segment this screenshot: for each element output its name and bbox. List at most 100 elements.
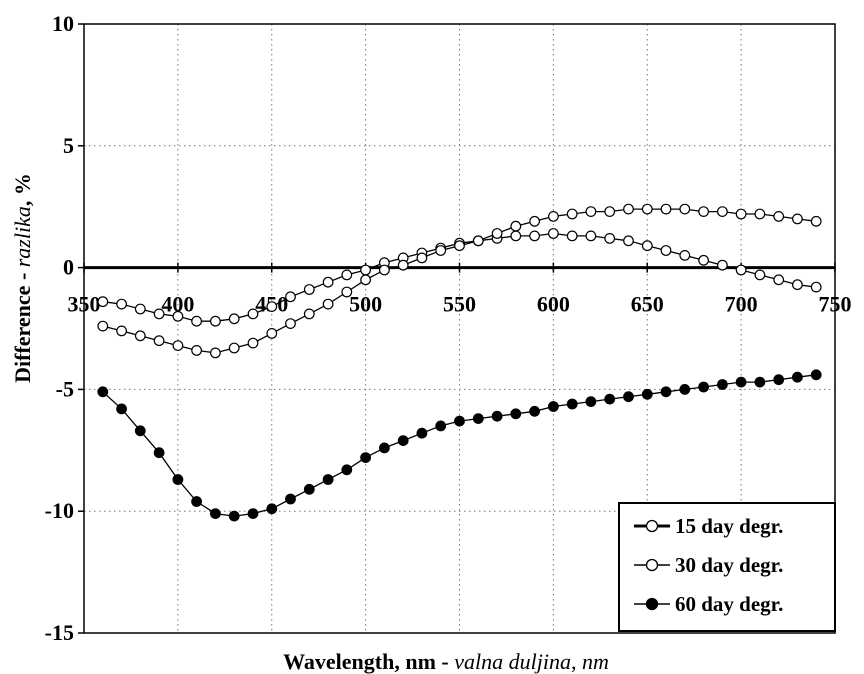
data-point (735, 208, 747, 220)
data-point (228, 313, 240, 325)
legend-label: 60 day degr. (675, 592, 783, 616)
data-point (641, 388, 653, 400)
data-point (566, 398, 578, 410)
data-point (623, 235, 634, 247)
series-60-day-degr (97, 369, 822, 522)
y-axis-title-italic: razlika (10, 206, 35, 267)
data-point (134, 425, 146, 437)
data-point (134, 330, 146, 342)
y-tick-label: -10 (45, 498, 74, 523)
data-point (341, 464, 353, 476)
data-point (641, 240, 653, 252)
data-point (416, 252, 428, 264)
data-point (548, 210, 559, 222)
data-point (228, 510, 240, 522)
data-point (472, 235, 484, 247)
data-point (735, 264, 747, 276)
data-point (623, 391, 634, 403)
data-point (397, 435, 409, 447)
data-point (810, 281, 822, 293)
data-point (153, 335, 165, 347)
data-point (322, 276, 334, 288)
data-point (172, 474, 184, 485)
data-point (191, 496, 203, 507)
data-point (641, 203, 653, 215)
data-point (435, 420, 447, 432)
x-tick-label: 350 (68, 292, 101, 317)
data-point (604, 232, 616, 244)
data-point (116, 298, 127, 310)
data-point (773, 210, 785, 222)
legend-item-60-day-degr: 60 day degr. (634, 592, 783, 616)
data-point (754, 208, 766, 220)
data-point (529, 405, 540, 417)
data-point (585, 230, 597, 242)
data-point (454, 240, 465, 252)
x-tick-label: 550 (443, 292, 476, 317)
data-point (303, 483, 315, 495)
data-point (322, 298, 334, 310)
data-point (717, 206, 728, 218)
data-point (153, 447, 165, 459)
data-point (247, 508, 259, 519)
data-point (341, 286, 353, 298)
data-point (529, 215, 540, 227)
x-tick-label: 500 (349, 292, 382, 317)
data-point (510, 408, 522, 420)
data-point (548, 228, 559, 239)
data-point (116, 325, 127, 337)
data-point (566, 208, 578, 220)
data-point (228, 342, 240, 354)
data-point (623, 203, 634, 215)
data-point (754, 376, 766, 388)
y-tick-label: -15 (45, 620, 74, 645)
data-point (341, 269, 353, 281)
legend-item-15-day-degr: 15 day degr. (634, 514, 783, 538)
data-point (360, 274, 372, 286)
data-point (491, 228, 503, 239)
data-point (698, 254, 709, 266)
y-tick-labels: 10 5 0 -5 -10 -15 (45, 11, 84, 645)
data-point (698, 206, 709, 218)
data-point (660, 203, 672, 215)
data-point (379, 264, 390, 276)
data-point (491, 410, 503, 422)
data-point (172, 310, 184, 322)
data-point (303, 284, 315, 295)
legend-label: 15 day degr. (675, 514, 783, 538)
data-point (191, 315, 203, 327)
data-point (266, 503, 278, 515)
data-point (97, 320, 109, 332)
x-tick-label: 650 (631, 292, 664, 317)
legend-item-30-day-degr: 30 day degr. (634, 553, 783, 577)
data-point (566, 230, 578, 242)
data-point (660, 386, 672, 398)
legend-label: 30 day degr. (675, 553, 783, 577)
data-point (792, 213, 803, 225)
x-tick-label: 600 (537, 292, 570, 317)
data-point (679, 203, 691, 215)
data-point (209, 315, 221, 327)
data-point (285, 493, 296, 505)
y-tick-label: 0 (63, 255, 74, 280)
x-axis-title-bold: Wavelength, nm - (283, 649, 454, 674)
data-point (510, 220, 522, 232)
y-tick-label: 10 (52, 11, 74, 36)
x-tick-label: 700 (725, 292, 758, 317)
data-point (773, 274, 785, 286)
x-tick-labels: 350400450500550600650700750 (68, 262, 852, 317)
data-point (585, 206, 597, 218)
data-point (792, 371, 803, 383)
data-point (379, 442, 390, 454)
gridlines (84, 24, 835, 633)
data-point (266, 301, 278, 313)
data-point (604, 393, 616, 405)
data-point (810, 369, 822, 381)
data-point (247, 308, 259, 320)
legend: 15 day degr. 30 day degr. 60 day degr. (618, 502, 836, 632)
series-30-day-degr (97, 203, 822, 359)
data-point (698, 381, 709, 393)
data-point (472, 413, 484, 425)
y-axis-title-bold: Difference - (10, 267, 35, 383)
x-axis-title: Wavelength, nm - valna duljina, nm (283, 649, 609, 674)
